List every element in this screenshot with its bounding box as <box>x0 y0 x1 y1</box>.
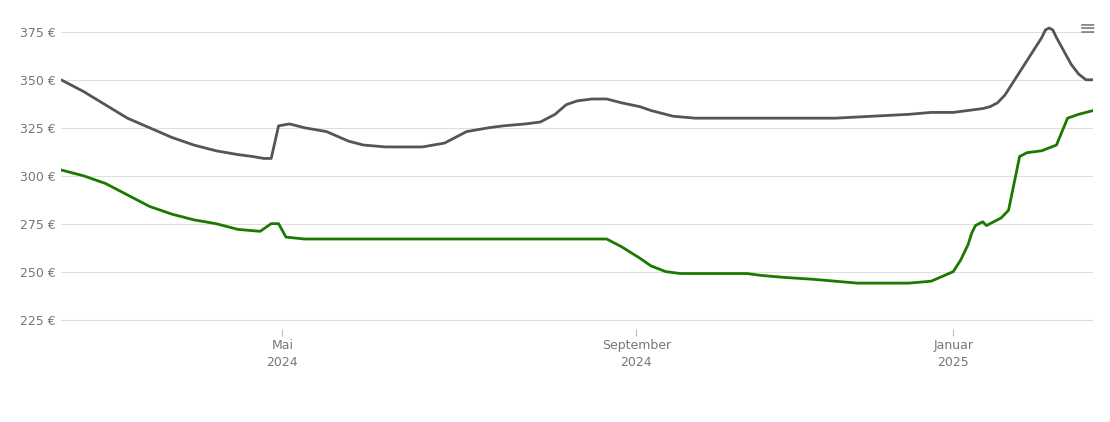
Text: ≡: ≡ <box>1079 19 1097 39</box>
